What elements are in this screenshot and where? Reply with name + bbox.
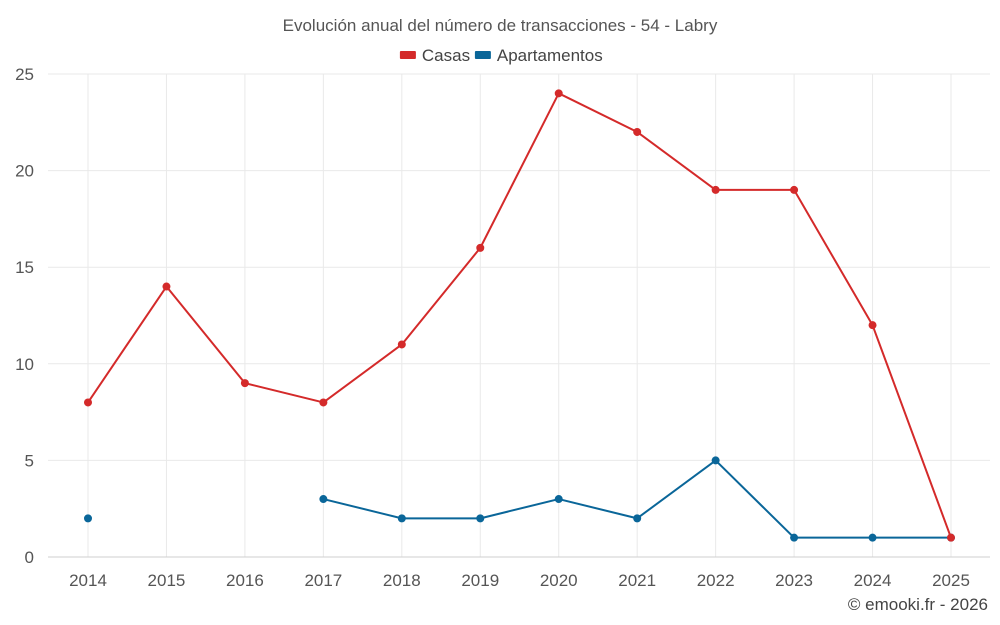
x-tick-label: 2024 bbox=[854, 571, 892, 590]
x-tick-label: 2025 bbox=[932, 571, 970, 590]
data-point-apartamentos[interactable] bbox=[397, 514, 406, 523]
grid bbox=[48, 73, 990, 557]
legend-item-casas[interactable]: Casas bbox=[399, 46, 470, 65]
series-line-casas bbox=[87, 92, 952, 539]
data-point-casas[interactable] bbox=[84, 398, 92, 407]
data-point-apartamentos[interactable] bbox=[790, 533, 799, 542]
data-point-casas[interactable] bbox=[476, 243, 485, 252]
data-point-casas[interactable] bbox=[240, 379, 249, 388]
x-tick-label: 2015 bbox=[148, 571, 186, 590]
x-tick-label: 2019 bbox=[461, 571, 499, 590]
data-point-casas[interactable] bbox=[711, 185, 720, 194]
data-point-casas[interactable] bbox=[633, 127, 642, 136]
x-tick-label: 2020 bbox=[540, 571, 578, 590]
y-tick-label: 15 bbox=[15, 258, 34, 277]
data-point-casas[interactable] bbox=[319, 398, 328, 407]
x-tick-label: 2018 bbox=[383, 571, 421, 590]
copyright-label: © emooki.fr - 2026 bbox=[848, 595, 988, 614]
y-tick-label: 10 bbox=[15, 355, 34, 374]
data-point-casas[interactable] bbox=[947, 533, 955, 542]
data-point-apartamentos[interactable] bbox=[84, 514, 92, 523]
legend-swatch-apartamentos bbox=[474, 51, 491, 59]
data-point-casas[interactable] bbox=[397, 340, 406, 349]
data-point-apartamentos[interactable] bbox=[319, 495, 328, 504]
legend-item-apartamentos[interactable]: Apartamentos bbox=[474, 46, 603, 65]
data-point-apartamentos[interactable] bbox=[476, 514, 485, 523]
x-tick-label: 2023 bbox=[775, 571, 813, 590]
legend-label-apartamentos: Apartamentos bbox=[497, 46, 603, 65]
legend[interactable]: Casas Apartamentos bbox=[399, 46, 603, 65]
x-tick-label: 2014 bbox=[69, 571, 107, 590]
legend-label-casas: Casas bbox=[422, 46, 470, 65]
series-layer bbox=[84, 89, 955, 542]
data-point-casas[interactable] bbox=[554, 89, 563, 98]
data-point-apartamentos[interactable] bbox=[633, 514, 642, 523]
y-tick-label: 20 bbox=[15, 162, 34, 181]
chart-title: Evolución anual del número de transaccio… bbox=[283, 16, 718, 35]
x-tick-label: 2017 bbox=[304, 571, 342, 590]
y-tick-label: 25 bbox=[15, 65, 34, 84]
x-tick-label: 2022 bbox=[697, 571, 735, 590]
data-point-casas[interactable] bbox=[868, 321, 877, 330]
data-point-apartamentos[interactable] bbox=[554, 495, 563, 504]
data-point-apartamentos[interactable] bbox=[868, 533, 877, 542]
legend-swatch-casas bbox=[399, 51, 416, 59]
x-tick-label: 2021 bbox=[618, 571, 656, 590]
data-point-casas[interactable] bbox=[790, 185, 799, 194]
data-point-casas[interactable] bbox=[162, 282, 171, 291]
data-point-apartamentos[interactable] bbox=[711, 456, 720, 465]
y-tick-label: 5 bbox=[25, 451, 34, 470]
x-tick-label: 2016 bbox=[226, 571, 264, 590]
y-tick-label: 0 bbox=[25, 548, 34, 567]
